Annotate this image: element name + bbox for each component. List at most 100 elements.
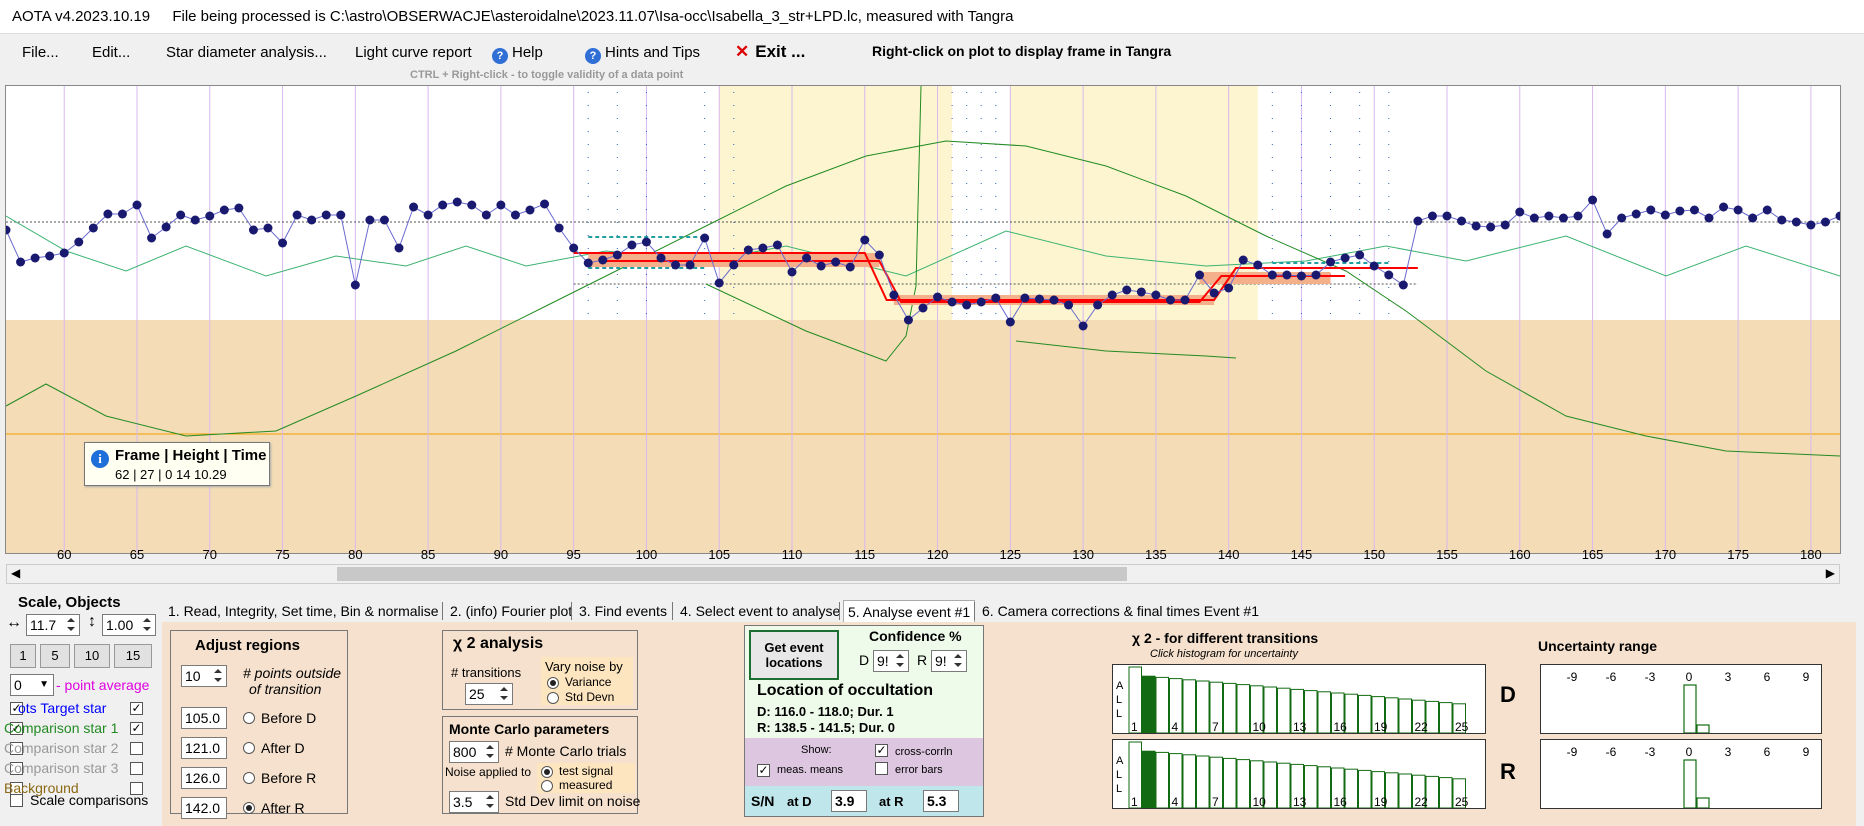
meas-means-checkbox[interactable]: ✓ [757, 763, 770, 777]
menu-file[interactable]: File... [22, 44, 59, 61]
chi2-r-bar[interactable] [1142, 750, 1156, 808]
chi2-r-bar[interactable] [1209, 756, 1223, 808]
target-star-point[interactable] [1704, 213, 1714, 223]
chi2-r-bar[interactable] [1344, 768, 1358, 808]
target-star-point[interactable] [1078, 321, 1088, 331]
target-star-point[interactable] [962, 300, 972, 310]
target-star-point[interactable] [263, 223, 273, 233]
std-dev-limit-spinner[interactable] [483, 792, 497, 812]
target-star-point[interactable] [1573, 211, 1583, 221]
chi2-d-bar[interactable] [1128, 666, 1142, 733]
target-star-point[interactable] [802, 253, 812, 263]
object-plot-checkbox-1[interactable]: ✓ [130, 721, 143, 735]
target-star-point[interactable] [467, 200, 477, 210]
target-star-point[interactable] [1529, 213, 1539, 223]
menu-star-diameter[interactable]: Star diameter analysis... [166, 44, 327, 61]
target-star-point[interactable] [714, 278, 724, 288]
target-star-point[interactable] [976, 297, 986, 307]
chi2-r-bar[interactable] [1263, 761, 1277, 808]
target-star-point[interactable] [1617, 213, 1627, 223]
target-star-point[interactable] [1369, 261, 1379, 271]
chi2-r-bar[interactable] [1425, 775, 1439, 808]
target-star-point[interactable] [1195, 270, 1205, 280]
chi2-d-bar[interactable] [1263, 686, 1277, 733]
scroll-left-icon[interactable]: ◀ [11, 566, 21, 580]
horizontal-scale-input[interactable]: 11.7 [26, 614, 80, 636]
chi2-d-bar[interactable] [1236, 684, 1250, 733]
target-star-point[interactable] [700, 233, 710, 243]
chi2-d-bar[interactable] [1317, 691, 1331, 733]
target-star-point[interactable] [1398, 280, 1408, 290]
chi2-r-bar[interactable] [1439, 777, 1453, 808]
target-star-point[interactable] [1733, 205, 1743, 215]
target-star-point[interactable] [1689, 205, 1699, 215]
chi2-d-bar[interactable] [1439, 702, 1453, 733]
target-star-point[interactable] [685, 260, 695, 270]
target-star-point[interactable] [161, 222, 171, 232]
target-star-point[interactable] [787, 267, 797, 277]
chi2-r-bar[interactable] [1196, 755, 1210, 808]
confidence-r-spinner[interactable] [951, 651, 965, 671]
scale-15-button[interactable]: 15 [114, 644, 152, 668]
tab-5[interactable]: 5. Analyse event #1 [843, 600, 976, 623]
chi2-r-bar[interactable] [1385, 772, 1399, 808]
chi2-d-bar[interactable] [1155, 676, 1169, 733]
tab-2[interactable]: 2. (info) Fourier plot [450, 603, 573, 619]
monte-carlo-trials-spinner[interactable] [483, 742, 497, 762]
object-checkbox-1[interactable]: ✓ [10, 721, 23, 735]
chi2-r-bar[interactable] [1412, 774, 1426, 808]
target-star-point[interactable] [1107, 290, 1117, 300]
target-star-point[interactable] [496, 200, 506, 210]
target-star-point[interactable] [16, 257, 26, 267]
chi2-r-bar[interactable] [1250, 760, 1264, 808]
target-star-point[interactable] [336, 210, 346, 220]
target-star-point[interactable] [525, 205, 535, 215]
target-star-point[interactable] [1602, 229, 1612, 239]
target-star-point[interactable] [423, 210, 433, 220]
chi2-r-bar[interactable] [1182, 754, 1196, 808]
chi2-r-bar[interactable] [1128, 741, 1142, 808]
chi2-d-bar[interactable] [1331, 692, 1345, 733]
object-plot-checkbox-4[interactable] [130, 782, 143, 795]
target-star-point[interactable] [554, 223, 564, 233]
target-star-point[interactable] [1253, 260, 1263, 270]
scale-10-button[interactable]: 10 [74, 644, 110, 668]
scale-comparisons-checkbox[interactable] [10, 794, 23, 807]
target-star-point[interactable] [365, 215, 375, 225]
target-star-point[interactable] [1762, 205, 1772, 215]
chi2-d-bar[interactable] [1412, 699, 1426, 733]
scroll-thumb[interactable] [337, 567, 1127, 581]
target-star-point[interactable] [1631, 209, 1641, 219]
menu-light-curve-report[interactable]: Light curve report [355, 44, 472, 61]
region-radio-0[interactable] [243, 712, 255, 724]
cross-corrln-checkbox[interactable]: ✓ [875, 743, 888, 757]
target-star-point[interactable] [234, 203, 244, 213]
chi2-r-bar[interactable] [1331, 767, 1345, 808]
menu-edit[interactable]: Edit... [92, 44, 131, 61]
chi2-d-bar[interactable] [1304, 690, 1318, 733]
target-star-point[interactable] [729, 260, 739, 270]
target-star-point[interactable] [947, 297, 957, 307]
target-star-point[interactable] [1122, 285, 1132, 295]
target-star-point[interactable] [816, 261, 826, 271]
target-star-point[interactable] [1064, 300, 1074, 310]
target-star-point[interactable] [1165, 295, 1175, 305]
vertical-scale-input[interactable]: 1.00 [102, 614, 156, 636]
target-star-point[interactable] [278, 238, 288, 248]
region-radio-3[interactable] [243, 802, 255, 814]
target-star-point[interactable] [1180, 295, 1190, 305]
target-star-point[interactable] [1282, 270, 1292, 280]
target-star-point[interactable] [321, 210, 331, 220]
target-star-point[interactable] [845, 262, 855, 272]
target-star-point[interactable] [612, 250, 622, 260]
target-star-point[interactable] [510, 210, 520, 220]
target-star-point[interactable] [6, 225, 11, 235]
menu-help[interactable]: ? Help [492, 44, 543, 64]
target-star-point[interactable] [1675, 206, 1685, 216]
chi2-d-bar[interactable] [1425, 700, 1439, 733]
target-star-point[interactable] [1486, 222, 1496, 232]
chi2-d-bar[interactable] [1142, 675, 1156, 733]
scale-5-button[interactable]: 5 [40, 644, 70, 668]
target-star-point[interactable] [933, 292, 943, 302]
target-star-point[interactable] [248, 225, 258, 235]
